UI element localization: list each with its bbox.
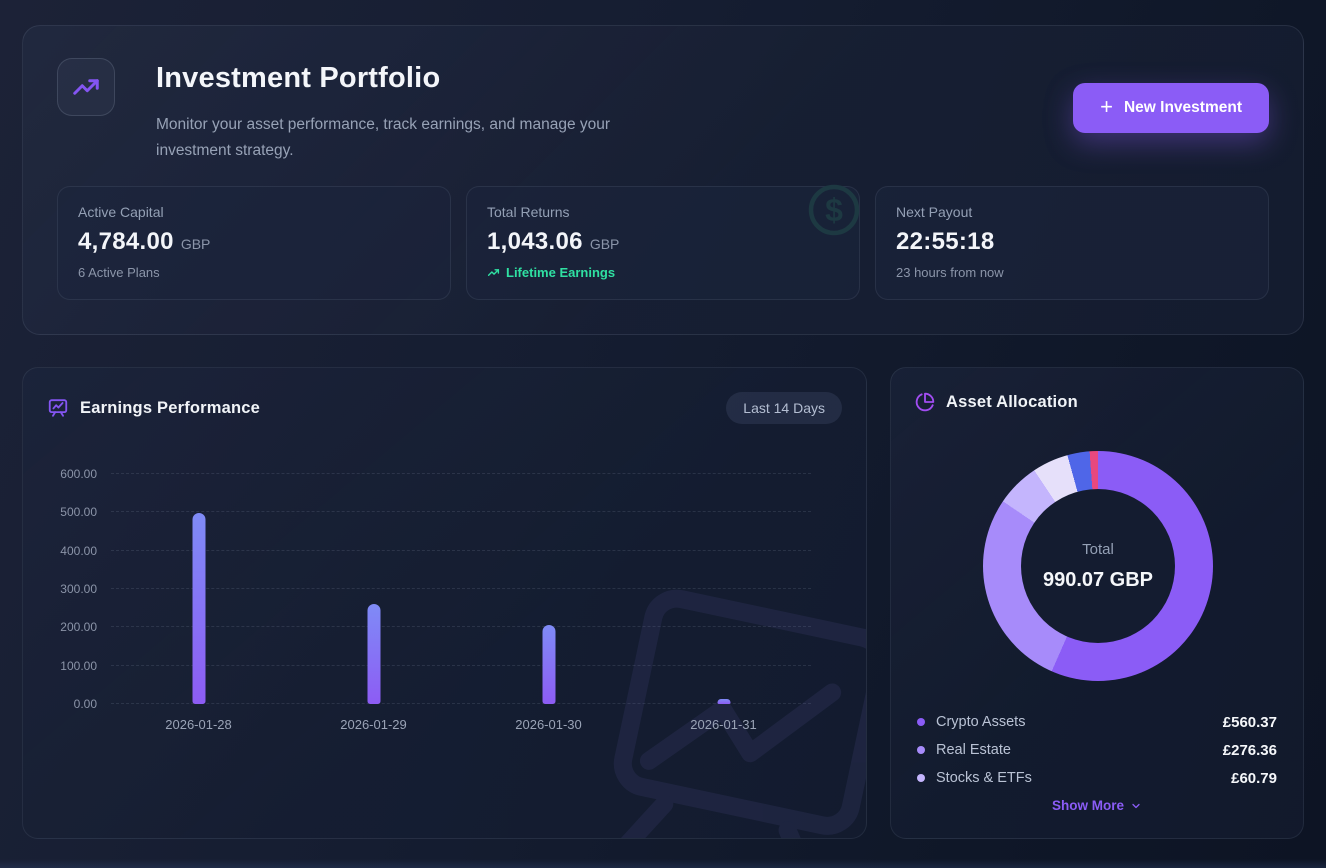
gridline <box>111 511 811 513</box>
dollar-circle-icon: $ <box>808 184 860 236</box>
legend-dot-icon <box>917 774 925 782</box>
page-title: Investment Portfolio <box>156 62 441 94</box>
donut-total-value: 990.07 GBP <box>1042 568 1154 591</box>
stats-row: Active Capital 4,784.00 GBP 6 Active Pla… <box>57 184 1269 300</box>
new-investment-button[interactable]: + New Investment <box>1073 83 1269 133</box>
gridline <box>111 473 811 474</box>
y-axis-tick-label: 400.00 <box>60 543 97 558</box>
allocation-legend: Crypto Assets £560.37 Real Estate £276.36 St… <box>917 708 1277 792</box>
earnings-bar-chart: 0.00 100.00 200.00 300.00 400.00 500.00 600.00… <box>60 467 811 732</box>
bar-slot: 2026-01-28 <box>111 474 286 732</box>
earnings-panel-title: Earnings Performance <box>80 398 261 417</box>
stat-card-next-payout: Next Payout 22:55:18 23 hours from now <box>875 186 1269 300</box>
donut-center: Total 990.07 GBP <box>1021 489 1175 643</box>
y-axis-tick-label: 300.00 <box>60 582 97 596</box>
earnings-performance-panel: Earnings Performance Last 14 Days 0.00 10… <box>22 367 867 839</box>
legend-item-value: £560.37 <box>1222 713 1277 731</box>
chevron-down-icon <box>1132 803 1140 808</box>
stat-label: Total Returns <box>487 204 570 220</box>
y-axis-tick-label: 100.00 <box>60 658 97 673</box>
stat-currency: GBP <box>589 236 620 252</box>
gridline <box>111 664 811 666</box>
stat-card-total-returns: $ Total Returns 1,043.06 GBP Lifetime Ea… <box>466 184 860 300</box>
allocation-panel-title: Asset Allocation <box>946 392 1078 411</box>
x-axis-tick-label: 2026-01-28 <box>165 717 232 732</box>
plus-icon: + <box>1100 94 1113 119</box>
trending-up-mini-icon <box>487 269 500 276</box>
legend-item-name: Stocks & ETFs <box>936 770 1032 786</box>
stat-value: 22:55:18 <box>896 228 995 255</box>
new-investment-button-label: New Investment <box>1123 99 1242 116</box>
gridline <box>111 549 811 551</box>
stat-label: Next Payout <box>896 204 973 220</box>
x-axis-tick-label: 2026-01-30 <box>515 717 582 732</box>
bar-slot: 2026-01-29 <box>286 474 461 732</box>
donut-total-label: Total <box>1082 540 1114 558</box>
legend-item-value: £60.79 <box>1231 769 1277 787</box>
y-axis-tick-label: 200.00 <box>60 620 97 635</box>
stat-value: 4,784.00 <box>78 228 174 255</box>
earnings-bar <box>192 513 205 704</box>
y-axis-tick-label: 0.00 <box>73 697 97 711</box>
stat-currency: GBP <box>180 236 211 252</box>
asset-allocation-donut-chart: Total 990.07 GBP <box>983 451 1213 681</box>
date-range-badge[interactable]: Last 14 Days <box>726 392 842 424</box>
x-axis-tick-label: 2026-01-31 <box>690 717 757 732</box>
bar-slot: 2026-01-31 <box>636 474 811 732</box>
stat-subtext: 6 Active Plans <box>78 265 160 280</box>
earnings-bar <box>542 625 555 704</box>
bar-slot: 2026-01-30 <box>461 474 636 732</box>
earnings-bar <box>717 698 730 704</box>
legend-item[interactable]: Crypto Assets £560.37 <box>917 708 1277 736</box>
pie-chart-icon <box>915 392 935 412</box>
stat-value: 1,043.06 <box>487 228 583 255</box>
gridline <box>111 703 811 704</box>
legend-dot-icon <box>917 718 925 726</box>
gridline <box>111 588 811 589</box>
legend-item[interactable]: Real Estate £276.36 <box>917 736 1277 764</box>
y-axis-tick-label: 600.00 <box>60 467 97 481</box>
portfolio-hero-section: Investment Portfolio Monitor your asset … <box>22 25 1304 335</box>
presentation-chart-icon <box>48 399 68 417</box>
chart-watermark-decoration <box>613 589 866 838</box>
legend-item[interactable]: Stocks & ETFs £60.79 <box>917 764 1277 792</box>
earnings-bar <box>367 603 380 704</box>
legend-item-name: Real Estate <box>936 742 1011 758</box>
page-subtitle: Monitor your asset performance, track ea… <box>156 116 611 159</box>
x-axis-tick-label: 2026-01-29 <box>340 717 407 732</box>
stat-subtext: 23 hours from now <box>896 265 1004 280</box>
stat-card-active-capital: Active Capital 4,784.00 GBP 6 Active Pla… <box>57 186 451 300</box>
stat-subtext-lifetime-earnings: Lifetime Earnings <box>487 265 839 280</box>
legend-dot-icon <box>917 746 925 754</box>
show-more-button[interactable]: Show More <box>891 798 1303 813</box>
svg-text:$: $ <box>825 192 843 228</box>
legend-item-value: £276.36 <box>1222 741 1277 759</box>
y-axis-tick-label: 500.00 <box>60 505 97 520</box>
trending-up-icon <box>57 58 115 116</box>
legend-item-name: Crypto Assets <box>936 714 1026 730</box>
gridline <box>111 626 811 628</box>
stat-label: Active Capital <box>78 204 164 220</box>
bottom-section-glow <box>0 859 1326 868</box>
asset-allocation-panel: Asset Allocation Total 990.07 GBP Crypto… <box>890 367 1304 839</box>
